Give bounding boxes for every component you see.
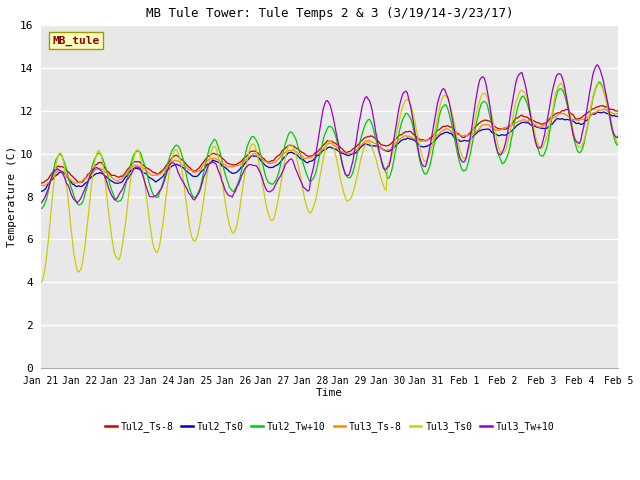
Tul3_Ts0 [449, 112, 456, 118]
Tul3_Ts-8 [335, 148, 343, 154]
Tul2_Ts0 [37, 189, 45, 194]
Tul2_Ts-8 [334, 142, 342, 148]
Tul3_Ts0 [614, 140, 622, 146]
Tul2_Ts0 [56, 169, 64, 175]
Tul3_Tw+10 [56, 168, 64, 174]
Tul3_Ts0 [75, 269, 83, 275]
Tul3_Tw+10 [534, 145, 542, 151]
Line: Tul2_Tw+10: Tul2_Tw+10 [41, 82, 618, 209]
Tul2_Tw+10 [614, 142, 622, 148]
Tul3_Ts-8 [613, 110, 621, 116]
Tul2_Ts-8 [449, 125, 456, 131]
Tul2_Ts0 [614, 113, 622, 119]
Line: Tul3_Tw+10: Tul3_Tw+10 [41, 65, 618, 203]
Tul3_Ts0 [534, 142, 542, 148]
Tul2_Ts-8 [534, 120, 542, 125]
Tul3_Tw+10 [37, 200, 45, 206]
Tul2_Tw+10 [334, 143, 342, 148]
Tul2_Ts0 [75, 183, 83, 189]
Tul3_Ts0 [56, 150, 64, 156]
Tul3_Ts0 [37, 279, 45, 285]
Tul2_Tw+10 [534, 147, 542, 153]
Text: MB_tule: MB_tule [52, 36, 100, 46]
Tul2_Tw+10 [37, 206, 45, 212]
Tul2_Ts0 [611, 113, 619, 119]
Tul3_Ts0 [595, 80, 603, 86]
X-axis label: Time: Time [316, 388, 343, 398]
Tul3_Tw+10 [611, 133, 619, 139]
Tul3_Tw+10 [593, 62, 601, 68]
Tul2_Ts0 [593, 109, 601, 115]
Tul2_Tw+10 [56, 152, 64, 157]
Tul2_Ts-8 [37, 180, 45, 186]
Tul3_Tw+10 [334, 138, 342, 144]
Tul2_Tw+10 [75, 202, 83, 208]
Tul3_Ts0 [334, 162, 342, 168]
Tul3_Ts-8 [38, 183, 46, 189]
Legend: Tul2_Ts-8, Tul2_Ts0, Tul2_Tw+10, Tul3_Ts-8, Tul3_Ts0, Tul3_Tw+10: Tul2_Ts-8, Tul2_Ts0, Tul2_Tw+10, Tul3_Ts… [101, 417, 558, 436]
Tul3_Ts-8 [58, 168, 66, 174]
Tul2_Tw+10 [611, 139, 619, 145]
Tul3_Ts-8 [614, 110, 622, 116]
Tul2_Ts-8 [75, 180, 83, 185]
Tul2_Tw+10 [595, 79, 603, 85]
Tul3_Ts-8 [76, 180, 84, 186]
Tul3_Ts0 [611, 135, 619, 141]
Tul2_Ts0 [534, 125, 542, 131]
Line: Tul3_Ts-8: Tul3_Ts-8 [41, 109, 618, 186]
Line: Tul2_Ts-8: Tul2_Ts-8 [41, 106, 618, 183]
Tul2_Ts0 [334, 148, 342, 154]
Tul3_Tw+10 [449, 118, 456, 123]
Tul2_Ts-8 [611, 108, 619, 114]
Tul2_Ts-8 [614, 108, 622, 114]
Tul3_Tw+10 [75, 198, 83, 204]
Y-axis label: Temperature (C): Temperature (C) [7, 146, 17, 247]
Tul3_Tw+10 [614, 133, 622, 139]
Tul3_Ts-8 [601, 106, 609, 112]
Tul2_Ts0 [449, 132, 456, 138]
Tul2_Ts-8 [56, 164, 64, 170]
Line: Tul3_Ts0: Tul3_Ts0 [41, 83, 618, 282]
Title: MB Tule Tower: Tule Temps 2 & 3 (3/19/14-3/23/17): MB Tule Tower: Tule Temps 2 & 3 (3/19/14… [146, 7, 513, 20]
Tul2_Tw+10 [449, 124, 456, 130]
Tul3_Ts-8 [536, 124, 544, 130]
Tul3_Ts-8 [37, 182, 45, 188]
Tul2_Ts-8 [600, 103, 607, 108]
Tul3_Ts-8 [450, 131, 458, 136]
Line: Tul2_Ts0: Tul2_Ts0 [41, 112, 618, 192]
